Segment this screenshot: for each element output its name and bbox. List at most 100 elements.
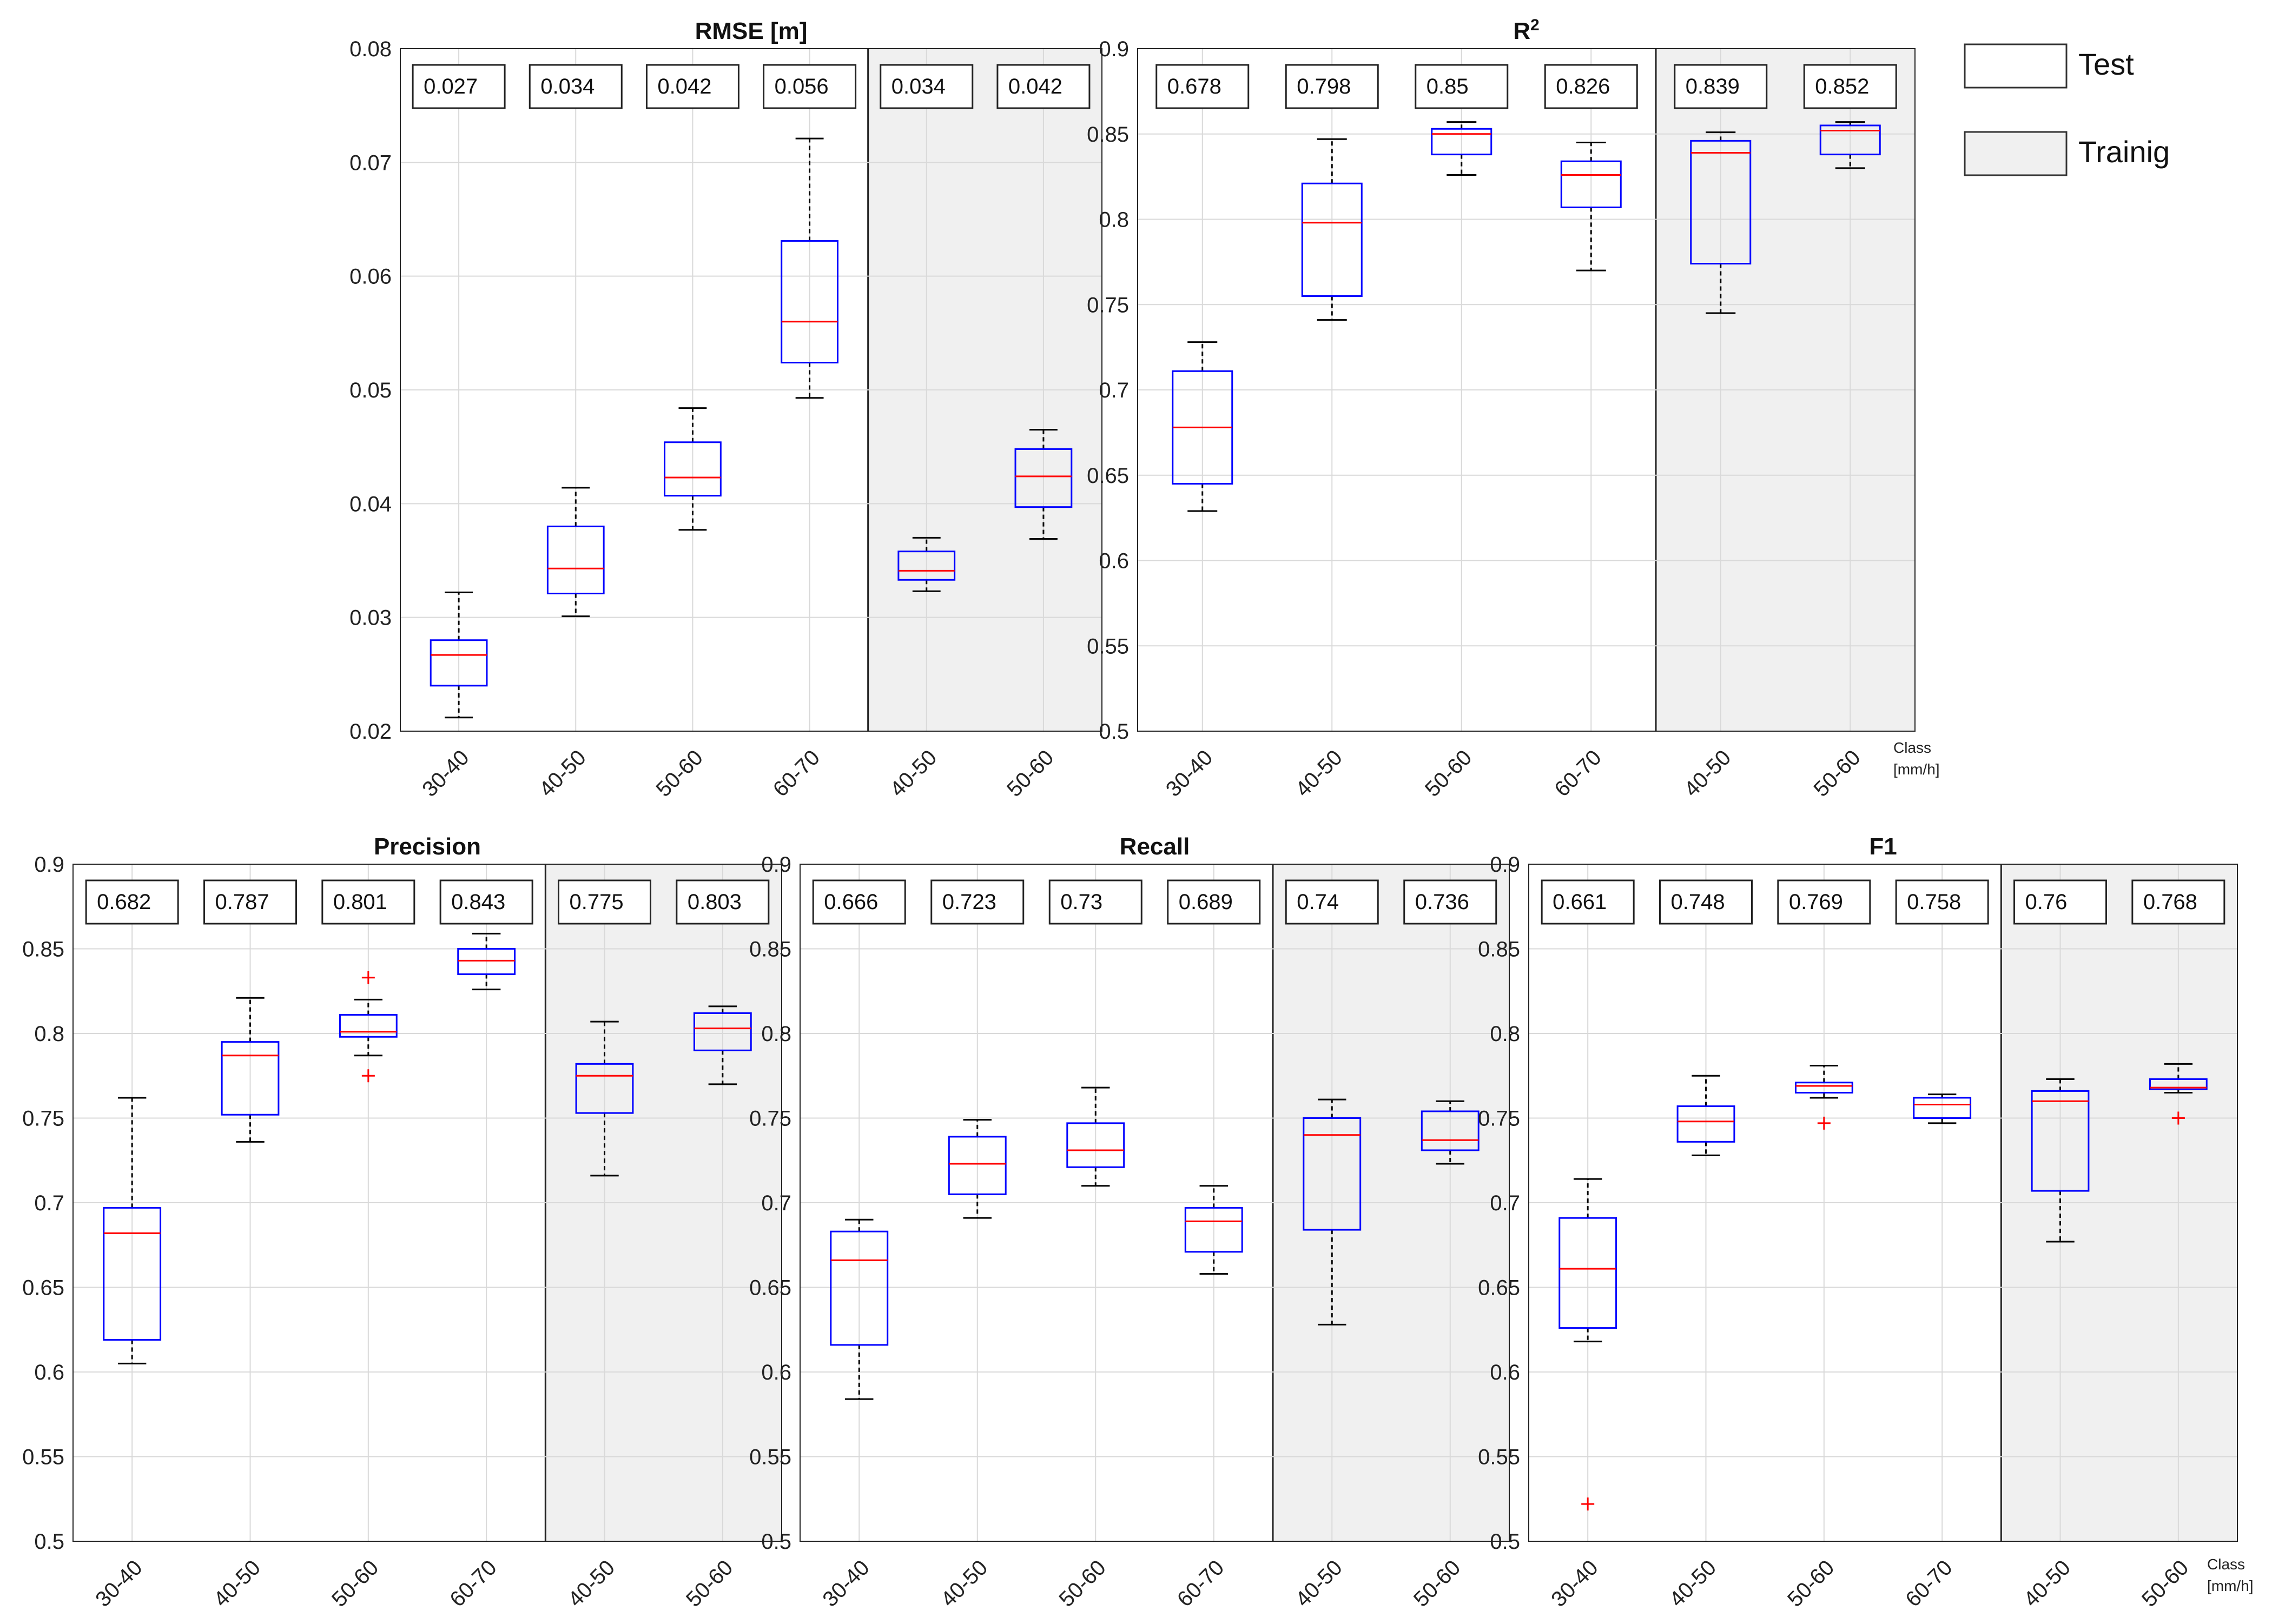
box-2 [1431, 121, 1492, 176]
box-3 [1184, 1185, 1243, 1275]
median-label-box [880, 64, 974, 109]
median-label: 0.803 [688, 890, 742, 914]
y-tick-label: 0.7 [1099, 379, 1129, 402]
x-tick-label: 40-50 [209, 1555, 265, 1611]
y-tick-label: 0.65 [1478, 1276, 1520, 1300]
outlier-marker [1817, 1116, 1831, 1130]
x-tick-label: 60-70 [1901, 1555, 1957, 1611]
median-label: 0.787 [215, 890, 269, 914]
median-label: 0.034 [891, 75, 946, 98]
class-axis-label-bottom: Class [mm/h] [2207, 1556, 2254, 1594]
y-tick-label: 0.8 [1099, 208, 1129, 232]
box-iqr [781, 240, 838, 364]
chart-precision: 0.5 0.55 0.6 0.65 0.7 0.75 0.8 0.85 0.9 Precision… [22, 833, 782, 1612]
box-iqr [1913, 1097, 1972, 1119]
box-iqr [830, 1230, 889, 1346]
outlier-marker [1581, 1497, 1595, 1511]
box-iqr [1560, 160, 1622, 208]
median-label: 0.839 [1686, 75, 1740, 98]
box-iqr [457, 948, 516, 975]
median-label-box [412, 64, 506, 109]
box-iqr [1690, 140, 1752, 265]
y-tick-label: 0.07 [349, 151, 392, 175]
box-iqr [1819, 124, 1881, 156]
x-tick-label: 30-40 [1547, 1555, 1602, 1611]
axes-frame [1528, 864, 2238, 1542]
x-tick-label: 50-60 [1783, 1555, 1839, 1611]
y-tick-label: 0.9 [1490, 853, 1520, 877]
box-2 [1794, 1064, 1853, 1130]
y-tick-label: 0.08 [349, 37, 392, 61]
y-tick-label: 0.85 [1478, 938, 1520, 962]
box-iqr [221, 1041, 280, 1116]
median-label-box [1285, 879, 1379, 925]
box-iqr [1014, 448, 1073, 508]
median-label-box [763, 64, 857, 109]
x-tick-label: 40-50 [936, 1555, 992, 1611]
box-1 [1301, 138, 1363, 321]
y-tick-label: 0.75 [1478, 1107, 1520, 1131]
median-label-box [1415, 64, 1509, 109]
box-iqr [1676, 1105, 1735, 1143]
median-label: 0.74 [1297, 890, 1339, 914]
median-label-box [1544, 64, 1638, 109]
x-tick-label: 40-50 [1680, 745, 1735, 801]
x-tick-label: 60-70 [769, 745, 824, 801]
x-tick-label: 50-60 [1809, 745, 1865, 801]
box-4 [1303, 1098, 1362, 1325]
x-tick-label: 50-60 [652, 745, 708, 801]
box-iqr [2149, 1078, 2208, 1090]
box-iqr [1066, 1122, 1125, 1168]
outlier-marker [2171, 1111, 2185, 1125]
y-tick-label: 0.55 [1478, 1446, 1520, 1469]
median-label: 0.852 [1815, 75, 1869, 98]
median-label: 0.768 [2143, 890, 2197, 914]
median-label-box [1777, 879, 1871, 925]
x-tick-label: 50-60 [2137, 1555, 2193, 1611]
median-label: 0.801 [333, 890, 387, 914]
x-tick-label: 50-60 [1002, 745, 1058, 801]
median-label-box [2131, 879, 2225, 925]
median-label-box [1659, 879, 1753, 925]
outlier-marker [361, 971, 375, 984]
class-label-line1: Class [2207, 1556, 2245, 1573]
box-0 [103, 1097, 162, 1364]
box-iqr [1301, 182, 1363, 297]
median-label: 0.042 [657, 75, 711, 98]
median-label-box [645, 64, 739, 109]
y-tick-label: 0.7 [1490, 1191, 1520, 1215]
axes-frame [400, 48, 1102, 732]
x-tick-label: 50-60 [1054, 1555, 1110, 1611]
chart-title-superscript: 2 [1530, 16, 1540, 34]
median-label-box [930, 879, 1025, 925]
median-label: 0.769 [1789, 890, 1843, 914]
median-label: 0.76 [2025, 890, 2068, 914]
axes-frame [1137, 48, 1916, 732]
median-label: 0.678 [1167, 75, 1221, 98]
x-tick-label: 50-60 [1421, 745, 1476, 801]
y-tick-label: 0.75 [749, 1107, 791, 1131]
y-tick-label: 0.05 [349, 379, 392, 402]
median-label: 0.027 [424, 75, 478, 98]
box-iqr [1184, 1207, 1243, 1253]
box-iqr [430, 639, 488, 687]
median-label-box [2013, 879, 2107, 925]
median-label: 0.682 [97, 890, 151, 914]
y-tick-label: 0.8 [1490, 1022, 1520, 1046]
y-tick-label: 0.85 [22, 938, 64, 962]
box-5 [693, 1005, 752, 1085]
box-iqr [897, 551, 956, 581]
box-4 [575, 1020, 634, 1177]
y-tick-label: 0.5 [761, 1530, 791, 1554]
y-tick-label: 0.75 [1087, 293, 1129, 317]
box-1 [546, 487, 605, 618]
median-label-box [812, 879, 906, 925]
box-2 [664, 407, 722, 531]
y-tick-label: 0.9 [34, 853, 64, 877]
box-0 [1172, 341, 1233, 512]
y-tick-label: 0.55 [22, 1446, 64, 1469]
x-tick-label: 40-50 [564, 1555, 619, 1611]
y-tick-label: 0.65 [22, 1276, 64, 1300]
median-label: 0.056 [775, 75, 829, 98]
